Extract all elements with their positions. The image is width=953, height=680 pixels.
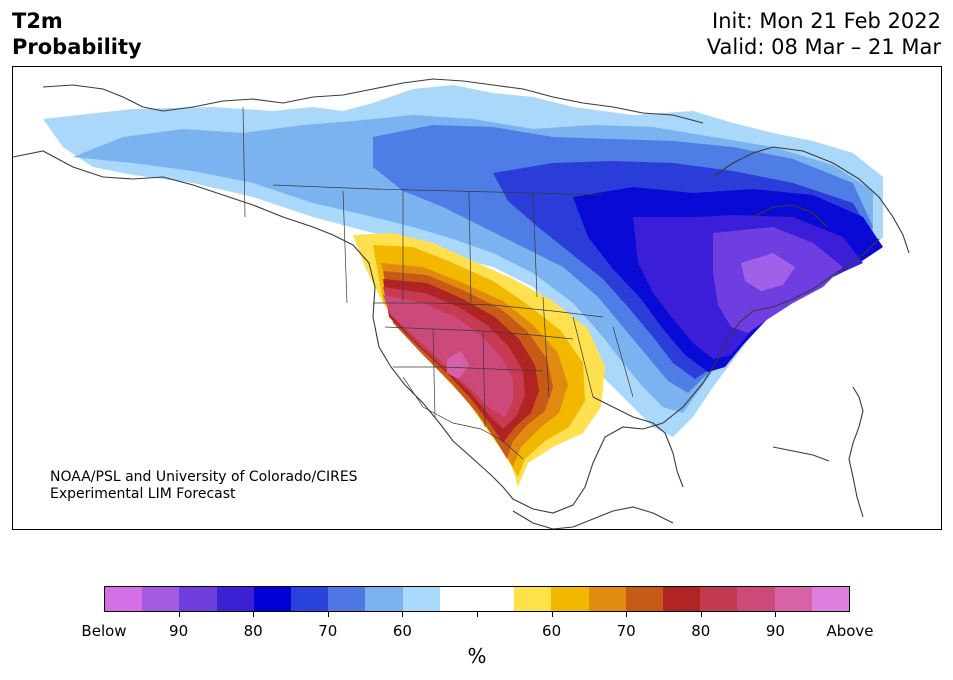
- title-line-1: T2m: [12, 9, 63, 33]
- warm-zone-7: [383, 295, 513, 417]
- credit-line-1: NOAA/PSL and University of Colorado/CIRE…: [50, 469, 358, 485]
- warm-zone-8: [447, 351, 469, 379]
- colorbar-segment: [477, 587, 515, 611]
- colorbar-tick-mark: [477, 612, 478, 617]
- cold-zone-8: [741, 253, 795, 291]
- colorbar-tick-label: 60: [542, 622, 562, 640]
- colorbar-segment: [142, 587, 180, 611]
- chart-title: T2m Probability: [12, 8, 142, 60]
- colorbar-segment: [216, 587, 254, 611]
- init-date: Init: Mon 21 Feb 2022: [712, 9, 941, 33]
- colorbar-segment: [365, 587, 403, 611]
- colorbar-tick-label: 90: [765, 622, 785, 640]
- political-borders: [242, 106, 634, 460]
- colorbar-tick-mark: [253, 612, 255, 617]
- colorbar-tick-mark: [626, 612, 628, 617]
- colorbar-segment: [625, 587, 664, 611]
- colorbar-segment: [291, 587, 329, 611]
- colorbar-segment: [700, 587, 738, 611]
- colorbar-tick-mark: [178, 612, 180, 617]
- colorbar-segment: [551, 587, 589, 611]
- credit-text: NOAA/PSL and University of Colorado/CIRE…: [50, 469, 358, 503]
- colorbar-tick-label: 60: [392, 622, 412, 640]
- probability-map: [13, 78, 910, 529]
- colorbar-segment: [402, 587, 440, 611]
- colorbar-segment: [588, 587, 626, 611]
- colorbar-tick-mark: [327, 612, 329, 617]
- colorbar-segment: [439, 587, 478, 611]
- colorbar-segment: [179, 587, 217, 611]
- colorbar-tick-mark: [700, 612, 702, 617]
- credit-line-2: Experimental LIM Forecast: [50, 486, 236, 502]
- colorbar-segment: [811, 587, 850, 611]
- colorbar-segment: [737, 587, 775, 611]
- colorbar-tick-label: 90: [169, 622, 189, 640]
- title-line-2: Probability: [12, 35, 142, 59]
- forecast-dates: Init: Mon 21 Feb 2022 Valid: 08 Mar – 21…: [707, 8, 941, 60]
- colorbar-segment: [663, 587, 701, 611]
- coastlines: [13, 78, 910, 529]
- colorbar-units: %: [467, 644, 487, 668]
- colorbar-tick-label: 70: [616, 622, 636, 640]
- colorbar-tick-mark: [775, 612, 777, 617]
- valid-range: Valid: 08 Mar – 21 Mar: [706, 35, 941, 59]
- colorbar-segment: [328, 587, 366, 611]
- colorbar-tick-label: Below: [81, 622, 127, 640]
- colorbar-segment: [253, 587, 292, 611]
- colorbar-segment: [105, 587, 143, 611]
- colorbar: [104, 586, 850, 612]
- colorbar-segment: [514, 587, 552, 611]
- map-panel: NOAA/PSL and University of Colorado/CIRE…: [12, 66, 942, 530]
- colorbar-tick-label: Above: [826, 622, 874, 640]
- colorbar-tick-label: 70: [318, 622, 338, 640]
- colorbar-tick-mark: [402, 612, 404, 617]
- colorbar-tick-mark: [551, 612, 553, 617]
- colorbar-tick-label: 80: [243, 622, 263, 640]
- colorbar-tick-label: 80: [691, 622, 711, 640]
- colorbar-segment: [774, 587, 812, 611]
